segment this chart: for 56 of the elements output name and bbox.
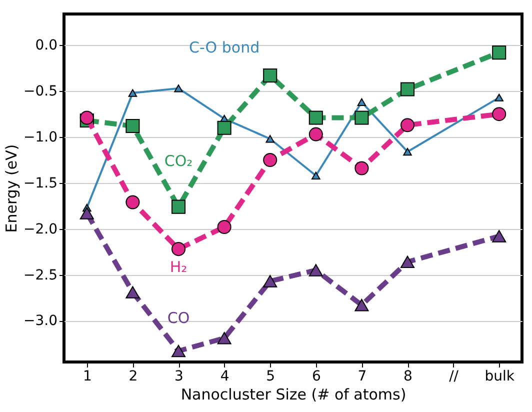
- point: [494, 94, 504, 102]
- x-tick-label: 6: [312, 368, 321, 384]
- point: [400, 256, 415, 268]
- point: [171, 344, 186, 358]
- point: [357, 98, 366, 106]
- x-tick-label: bulk: [484, 368, 516, 384]
- point: [174, 84, 183, 92]
- point: [354, 298, 369, 312]
- point: [217, 220, 232, 234]
- x-tick-label: 3: [174, 368, 184, 384]
- point: [492, 230, 506, 242]
- x-tick-label: 8: [404, 368, 412, 384]
- x-tick-label: 1: [82, 368, 92, 384]
- y-tick-label: 0.0: [35, 38, 58, 54]
- y-tick-label: −2.0: [24, 221, 58, 238]
- x-tick-label: 4: [220, 368, 230, 384]
- x-tick-label: 5: [266, 368, 276, 384]
- point: [126, 195, 140, 210]
- point: [308, 127, 323, 142]
- y-tick-label: −2.5: [24, 267, 58, 284]
- point: [80, 207, 94, 220]
- point: [354, 110, 369, 125]
- x-axis-title: Nanocluster Size (# of atoms): [180, 386, 406, 404]
- point: [266, 135, 274, 143]
- point: [80, 110, 94, 125]
- point: [492, 46, 506, 60]
- point: [126, 119, 140, 134]
- y-tick-label: −0.5: [24, 84, 58, 100]
- series-label: CO₂: [164, 152, 193, 170]
- point: [263, 152, 278, 167]
- point: [308, 264, 323, 276]
- x-tick-label: 2: [128, 368, 138, 384]
- point: [400, 82, 415, 96]
- point: [217, 120, 232, 135]
- y-tick-label: −3.0: [24, 313, 58, 330]
- point: [171, 200, 186, 214]
- point: [312, 172, 320, 180]
- y-tick-label: −1.0: [24, 130, 58, 146]
- point: [308, 110, 323, 125]
- point: [217, 332, 232, 344]
- series-label: H₂: [170, 258, 188, 276]
- point: [263, 68, 278, 83]
- point: [403, 148, 412, 156]
- y-tick-label: −1.5: [24, 175, 58, 192]
- series-label: CO: [167, 308, 190, 327]
- point: [400, 118, 415, 132]
- point: [171, 242, 186, 256]
- y-axis-title: Energy (eV): [2, 144, 21, 233]
- point: [128, 89, 138, 97]
- point: [354, 161, 369, 176]
- point: [263, 275, 278, 288]
- text: C-O bond: [188, 38, 260, 57]
- x-tick-label: 7: [358, 368, 367, 384]
- point: [126, 286, 140, 298]
- x-tick-label: //: [449, 368, 459, 384]
- point: [492, 107, 506, 122]
